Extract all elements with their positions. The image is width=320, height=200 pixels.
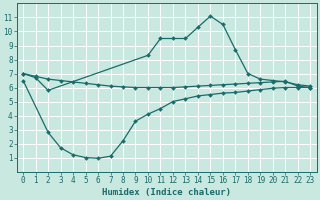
X-axis label: Humidex (Indice chaleur): Humidex (Indice chaleur): [102, 188, 231, 197]
